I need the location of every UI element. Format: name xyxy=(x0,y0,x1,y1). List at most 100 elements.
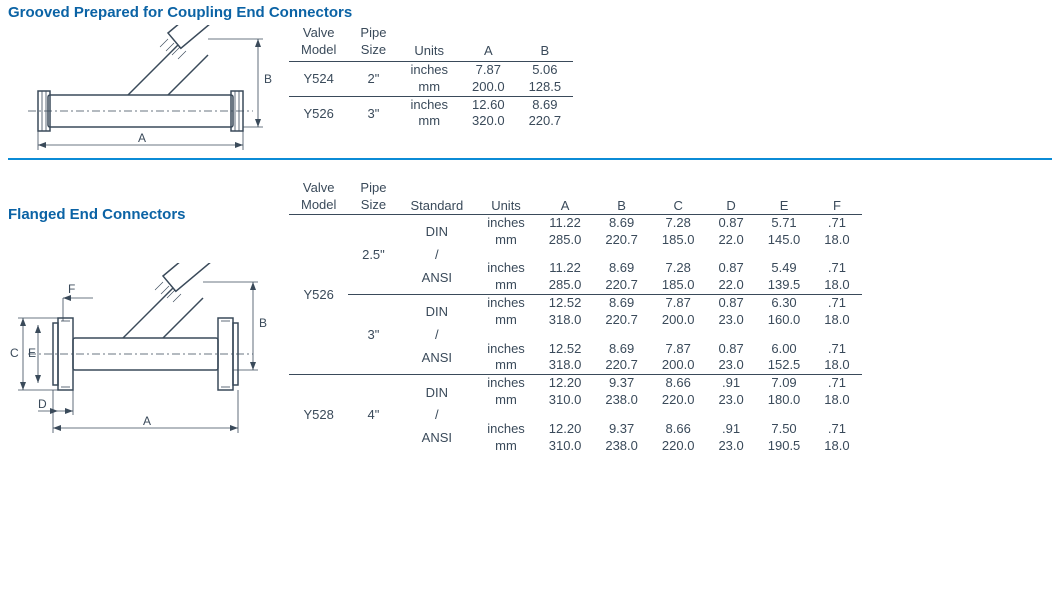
dim-label-a: A xyxy=(138,131,146,145)
col2-c: C xyxy=(650,180,707,214)
cell-a: 11.22285.0 xyxy=(537,214,594,248)
col2-a: A xyxy=(537,180,594,214)
cell-size: 3" xyxy=(348,96,398,130)
cell-standard: ANSI xyxy=(398,341,475,375)
cell-e: 7.09180.0 xyxy=(756,375,813,409)
cell-e: 7.50190.5 xyxy=(756,421,813,455)
cell-b: 9.37238.0 xyxy=(593,375,650,409)
cell-c: 7.87200.0 xyxy=(650,295,707,329)
col-valve-model: Valve Model xyxy=(289,25,348,61)
cell-f: .7118.0 xyxy=(812,341,861,375)
cell-standard: DIN xyxy=(398,375,475,409)
cell-standard-sep: / xyxy=(398,249,475,261)
cell-c: 7.87200.0 xyxy=(650,341,707,375)
cell-b: 9.37238.0 xyxy=(593,421,650,455)
cell-b: 8.69220.7 xyxy=(593,214,650,248)
cell-a: 7.87200.0 xyxy=(460,61,517,96)
cell-size: 3" xyxy=(348,295,398,375)
cell-c: 8.66220.0 xyxy=(650,421,707,455)
cell-units: inchesmm xyxy=(475,375,537,409)
dim-label-f: F xyxy=(68,282,75,296)
cell-b: 5.06128.5 xyxy=(517,61,574,96)
table-row: Y5242"inchesmm7.87200.05.06128.5 xyxy=(289,61,573,96)
grooved-section: Grooved Prepared for Coupling End Connec… xyxy=(8,4,1052,160)
cell-a: 12.52318.0 xyxy=(537,341,594,375)
col-pipe-size: Pipe Size xyxy=(348,25,398,61)
col2-d: D xyxy=(706,180,755,214)
cell-units: inchesmm xyxy=(475,421,537,455)
cell-model: Y528 xyxy=(289,375,348,455)
cell-units: inchesmm xyxy=(475,295,537,329)
dim-label-e: E xyxy=(28,346,36,360)
cell-c: 7.28185.0 xyxy=(650,214,707,248)
flanged-title: Flanged End Connectors xyxy=(8,206,273,223)
cell-units: inchesmm xyxy=(475,214,537,248)
cell-e: 6.00152.5 xyxy=(756,341,813,375)
cell-f: .7118.0 xyxy=(812,260,861,294)
col2-b: B xyxy=(593,180,650,214)
cell-a: 11.22285.0 xyxy=(537,260,594,294)
cell-d: .9123.0 xyxy=(706,375,755,409)
cell-standard: ANSI xyxy=(398,421,475,455)
cell-f: .7118.0 xyxy=(812,295,861,329)
cell-d: 0.8723.0 xyxy=(706,341,755,375)
cell-model: Y526 xyxy=(289,214,348,375)
cell-standard: DIN xyxy=(398,214,475,248)
cell-b: 8.69220.7 xyxy=(517,96,574,130)
dim-label-b2: B xyxy=(259,316,267,330)
cell-units: inchesmm xyxy=(475,341,537,375)
cell-units: inchesmm xyxy=(475,260,537,294)
cell-a: 12.60320.0 xyxy=(460,96,517,130)
col2-f: F xyxy=(812,180,861,214)
flanged-section: Flanged End Connectors xyxy=(8,180,1052,455)
cell-standard: ANSI xyxy=(398,260,475,294)
dim-label-b: B xyxy=(264,72,272,86)
cell-e: 5.71145.0 xyxy=(756,214,813,248)
cell-d: 0.8722.0 xyxy=(706,260,755,294)
dim-label-d: D xyxy=(38,397,47,411)
cell-b: 8.69220.7 xyxy=(593,341,650,375)
cell-d: 0.8722.0 xyxy=(706,214,755,248)
dim-label-c: C xyxy=(10,346,19,360)
cell-c: 7.28185.0 xyxy=(650,260,707,294)
table-row: Y5284"DINinchesmm12.20310.09.37238.08.66… xyxy=(289,375,862,409)
cell-a: 12.20310.0 xyxy=(537,375,594,409)
dim-label-a2: A xyxy=(143,414,151,428)
cell-a: 12.20310.0 xyxy=(537,421,594,455)
cell-a: 12.52318.0 xyxy=(537,295,594,329)
col-b: B xyxy=(517,25,574,61)
cell-b: 8.69220.7 xyxy=(593,295,650,329)
flanged-diagram: A D B C xyxy=(8,263,273,441)
cell-e: 6.30160.0 xyxy=(756,295,813,329)
cell-standard-sep: / xyxy=(398,409,475,421)
col-a: A xyxy=(460,25,517,61)
grooved-title: Grooved Prepared for Coupling End Connec… xyxy=(8,4,1052,21)
cell-e: 5.49139.5 xyxy=(756,260,813,294)
col2-e: E xyxy=(756,180,813,214)
table-row: 3"DINinchesmm12.52318.08.69220.77.87200.… xyxy=(289,295,862,329)
col2-pipe-size: Pipe Size xyxy=(348,180,398,214)
cell-b: 8.69220.7 xyxy=(593,260,650,294)
cell-size: 2.5" xyxy=(348,214,398,294)
cell-model: Y526 xyxy=(289,96,348,130)
col2-standard: Standard xyxy=(398,180,475,214)
cell-f: .7118.0 xyxy=(812,375,861,409)
col2-valve-model: Valve Model xyxy=(289,180,348,214)
grooved-diagram: A B xyxy=(8,25,273,158)
cell-standard: DIN xyxy=(398,295,475,329)
cell-size: 4" xyxy=(348,375,398,455)
cell-f: .7118.0 xyxy=(812,421,861,455)
cell-units: inchesmm xyxy=(398,96,460,130)
flanged-table: Valve Model Pipe Size Standard Units A B… xyxy=(289,180,862,455)
cell-units: inchesmm xyxy=(398,61,460,96)
col2-units: Units xyxy=(475,180,537,214)
table-row: Y5262.5"DINinchesmm11.22285.08.69220.77.… xyxy=(289,214,862,248)
col-units: Units xyxy=(398,25,460,61)
cell-d: 0.8723.0 xyxy=(706,295,755,329)
table-row: Y5263"inchesmm12.60320.08.69220.7 xyxy=(289,96,573,130)
cell-d: .9123.0 xyxy=(706,421,755,455)
cell-standard-sep: / xyxy=(398,329,475,341)
cell-f: .7118.0 xyxy=(812,214,861,248)
cell-model: Y524 xyxy=(289,61,348,96)
grooved-table: Valve Model Pipe Size Units A B Y5242"in… xyxy=(289,25,573,130)
